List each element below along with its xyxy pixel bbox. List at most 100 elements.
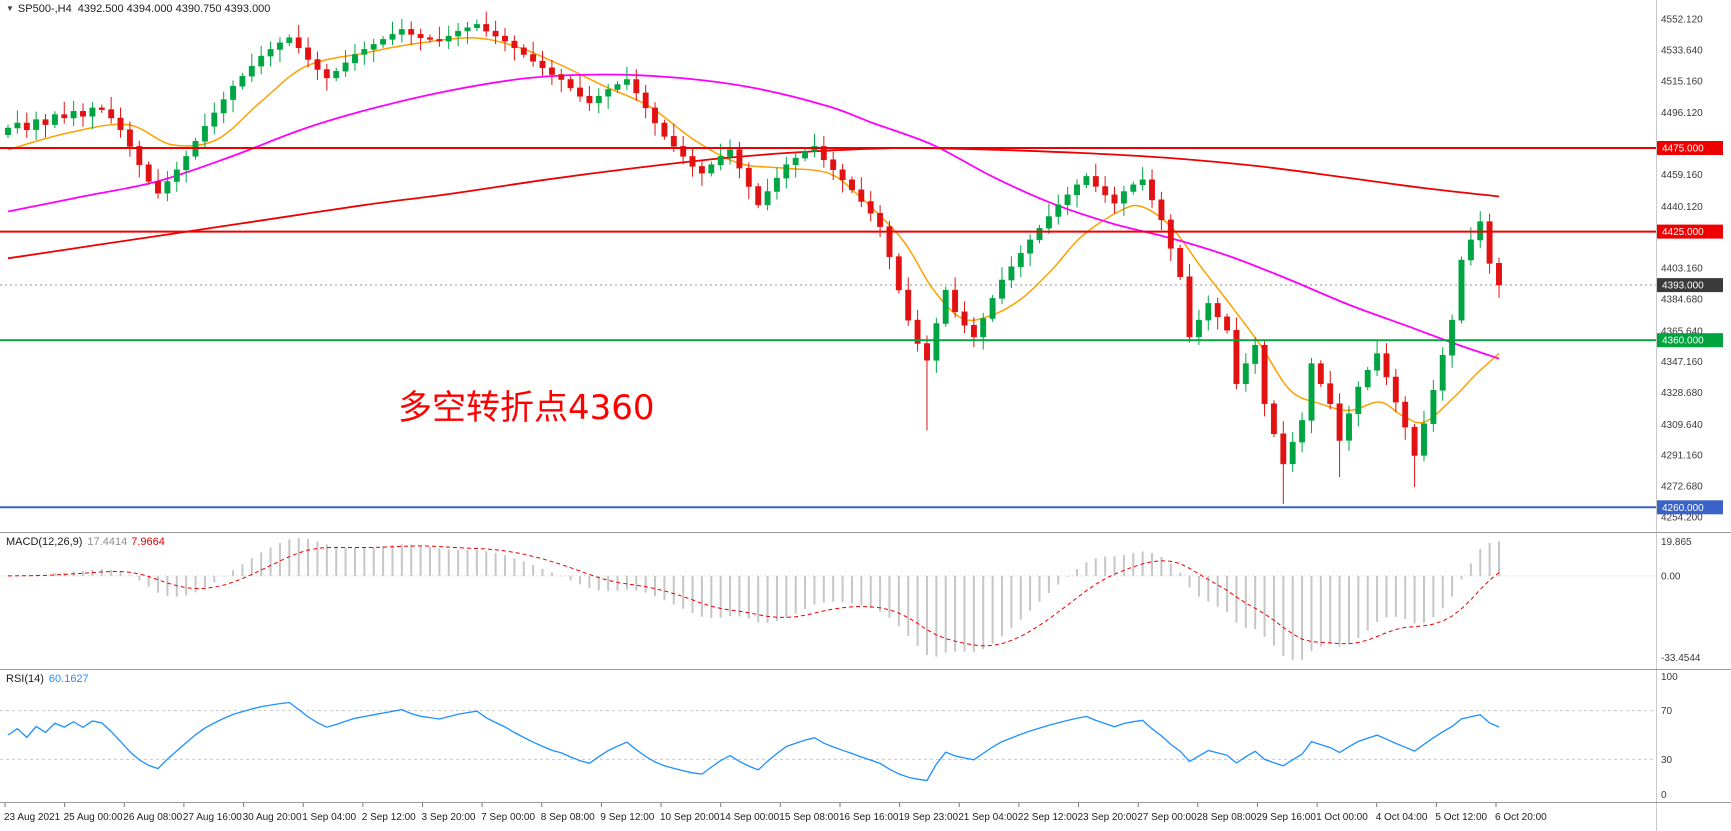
- candle: [1242, 353, 1249, 392]
- candle: [464, 22, 471, 44]
- rsi-label: RSI(14) 60.1627: [6, 673, 89, 685]
- candle: [51, 111, 58, 128]
- candle: [1111, 186, 1118, 214]
- candle: [1008, 256, 1015, 289]
- candle: [558, 68, 565, 93]
- candle: [1364, 366, 1371, 391]
- price-tick-label: 4328.680: [1661, 388, 1703, 399]
- macd-signal-value: 7.9664: [131, 536, 165, 548]
- candle: [117, 107, 124, 138]
- candle: [1233, 317, 1240, 390]
- price-tick-label: 4254.200: [1661, 513, 1703, 524]
- candle: [1224, 313, 1231, 334]
- candle: [201, 113, 208, 147]
- candle: [1289, 431, 1296, 472]
- candle: [764, 178, 771, 211]
- time-label: 23 Aug 2021: [4, 812, 61, 823]
- candle: [1317, 360, 1324, 387]
- main-chart-surface[interactable]: 4552.120 4533.640 4515.160 4496.120 4459.160…: [0, 0, 1731, 532]
- time-label: 14 Sep 00:00: [720, 812, 780, 823]
- rsi-tick-label: 0: [1661, 790, 1667, 801]
- macd-tick-label: 0.00: [1661, 571, 1681, 582]
- candle: [708, 161, 715, 177]
- price-badge: 4425.000: [1657, 224, 1723, 239]
- time-label: 27 Aug 16:00: [183, 812, 242, 823]
- candle: [1130, 181, 1137, 195]
- candle: [642, 84, 649, 119]
- time-axis[interactable]: 23 Aug 2021 25 Aug 00:00 26 Aug 08:00 27 Au…: [0, 803, 1731, 831]
- candle: [23, 112, 30, 138]
- candle: [473, 19, 480, 32]
- time-label: 25 Aug 00:00: [64, 812, 123, 823]
- candle: [1449, 314, 1456, 368]
- time-label: 27 Sep 00:00: [1137, 812, 1197, 823]
- candle: [905, 277, 912, 326]
- candle: [276, 37, 283, 63]
- rsi-tick-label: 30: [1661, 755, 1673, 766]
- candle: [652, 102, 658, 136]
- candle: [689, 148, 696, 177]
- macd-surface[interactable]: 19.865 0.00 -33.4544: [0, 533, 1731, 669]
- time-label: 9 Sep 12:00: [600, 812, 654, 823]
- time-label: 29 Sep 16:00: [1256, 812, 1316, 823]
- candle: [33, 111, 40, 140]
- candle: [867, 191, 874, 222]
- candle: [108, 96, 115, 124]
- candle: [999, 267, 1005, 305]
- candle: [1120, 185, 1127, 216]
- candle: [895, 253, 902, 294]
- time-label: 8 Sep 08:00: [541, 812, 595, 823]
- annotation-text[interactable]: 多空转折点4360: [398, 388, 655, 428]
- macd-signal-line: [7, 545, 1500, 647]
- candle: [567, 76, 574, 92]
- candle: [783, 156, 790, 189]
- macd-tick-label: -33.4544: [1661, 653, 1701, 664]
- candle: [1045, 203, 1052, 234]
- price-tick-label: 4515.160: [1661, 76, 1703, 87]
- macd-main-value: 17.4414: [87, 536, 128, 548]
- candle: [970, 317, 977, 348]
- time-label: 23 Sep 20:00: [1078, 812, 1138, 823]
- candle: [1270, 400, 1277, 438]
- candle: [98, 104, 105, 113]
- price-badge: 4260.000: [1657, 500, 1723, 515]
- candle: [1064, 186, 1071, 216]
- candle: [445, 25, 452, 50]
- candle: [577, 75, 583, 102]
- time-label: 26 Aug 08:00: [123, 812, 182, 823]
- candle: [248, 53, 255, 82]
- candle: [427, 34, 433, 43]
- candle: [136, 140, 143, 178]
- main-chart-panel: 4552.120 4533.640 4515.160 4496.120 4459.160…: [0, 0, 1731, 533]
- candle: [1430, 380, 1437, 432]
- rsi-tick-label: 70: [1661, 706, 1673, 717]
- svg-text:4260.000: 4260.000: [1662, 503, 1704, 514]
- svg-text:4360.000: 4360.000: [1662, 336, 1704, 347]
- candle: [1074, 179, 1080, 208]
- price-tick-label: 4384.680: [1661, 295, 1703, 306]
- candle: [155, 168, 161, 199]
- time-label: 16 Sep 16:00: [839, 812, 899, 823]
- candle: [1083, 173, 1090, 189]
- symbol-period-label: SP500-,H4: [17, 3, 72, 15]
- time-label: 22 Sep 12:00: [1018, 812, 1078, 823]
- candle: [323, 63, 330, 91]
- candle: [1383, 343, 1390, 385]
- candle: [914, 309, 921, 352]
- candle: [830, 151, 837, 181]
- macd-tick-label: 19.865: [1661, 537, 1692, 548]
- rsi-surface[interactable]: 100 70 30 0: [0, 670, 1731, 802]
- candle: [1177, 244, 1184, 280]
- candle: [5, 124, 11, 138]
- candle: [1308, 357, 1315, 434]
- candle: [408, 21, 415, 45]
- candle: [436, 26, 443, 47]
- time-label: 3 Sep 20:00: [422, 812, 476, 823]
- rsi-tick-label: 100: [1661, 672, 1678, 683]
- price-tick-label: 4272.680: [1661, 482, 1703, 493]
- candle: [352, 44, 358, 71]
- candle: [811, 133, 818, 158]
- candle: [502, 28, 508, 52]
- price-tick-label: 4459.160: [1661, 170, 1703, 181]
- candle: [1496, 257, 1502, 298]
